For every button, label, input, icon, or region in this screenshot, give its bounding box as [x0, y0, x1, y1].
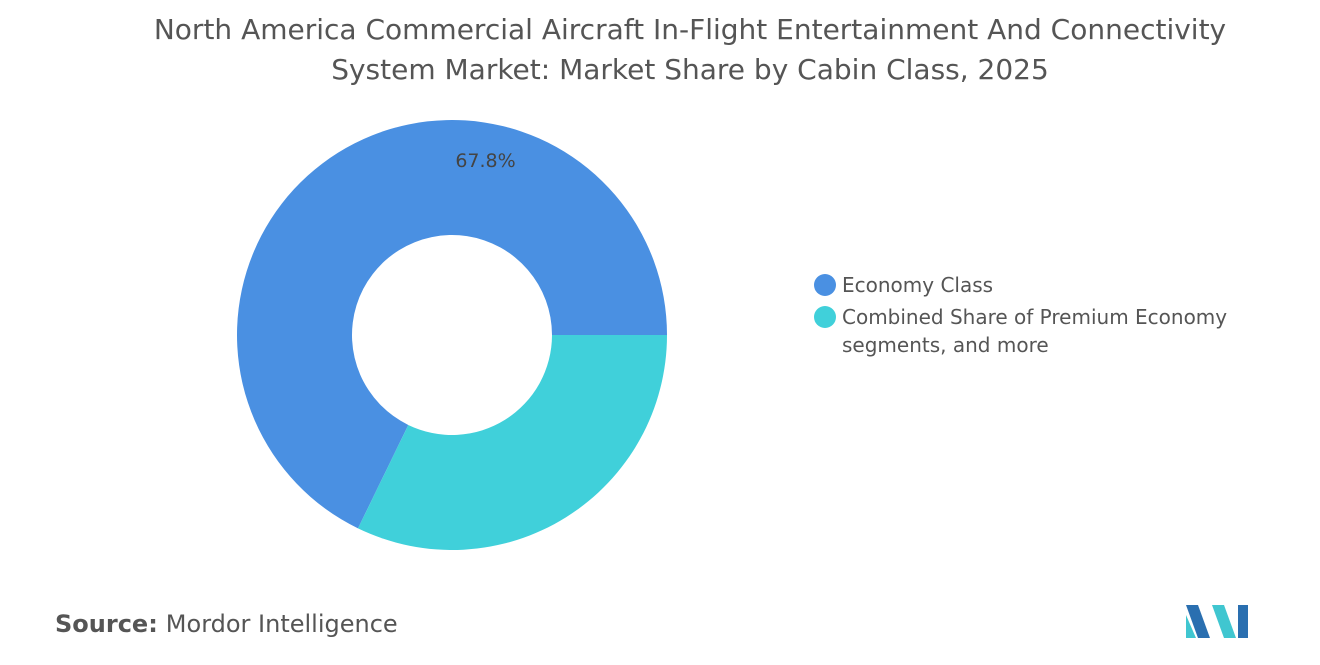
- slice: [236, 120, 667, 529]
- legend-label: Combined Share of Premium Economy segmen…: [842, 305, 1228, 357]
- source-label: Source:: [55, 610, 158, 638]
- legend-item: Economy Class: [814, 271, 1242, 299]
- logo: [1186, 605, 1248, 638]
- legend-item: Combined Share of Premium Economy segmen…: [814, 303, 1242, 359]
- source-text: Mordor Intelligence: [165, 610, 398, 638]
- chart-title: North America Commercial Aircraft In-Fli…: [153, 13, 1227, 86]
- source: Source: Mordor Intelligence: [55, 610, 398, 638]
- legend-swatch: [814, 274, 836, 296]
- data-label: 67.8%: [455, 150, 515, 172]
- slice: [358, 335, 667, 550]
- legend-swatch: [814, 306, 836, 328]
- legend-label: Economy Class: [842, 273, 994, 297]
